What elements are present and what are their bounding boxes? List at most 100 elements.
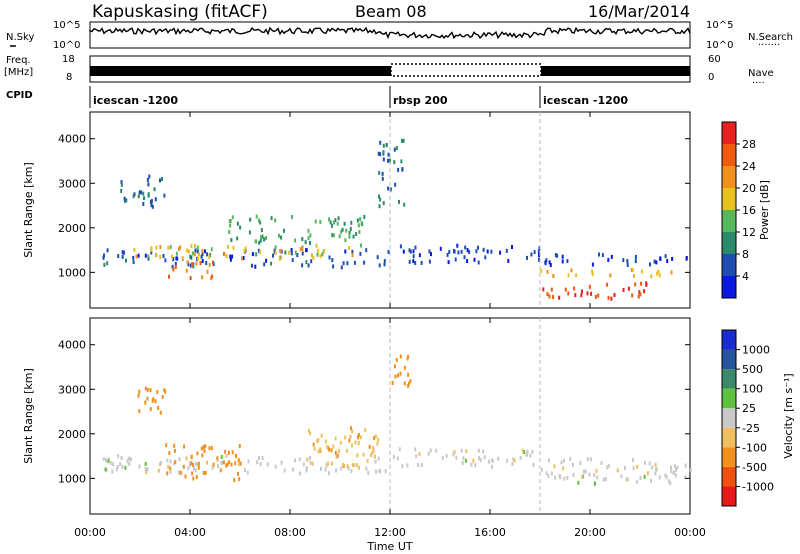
data-pixel <box>284 250 287 255</box>
ytick-label: 1000 <box>58 472 86 485</box>
data-pixel <box>157 406 160 410</box>
data-pixel <box>115 467 118 472</box>
data-pixel <box>153 187 156 192</box>
data-pixel <box>403 202 406 207</box>
data-pixel <box>590 291 593 296</box>
data-pixel <box>274 250 277 255</box>
data-pixel <box>640 269 643 274</box>
data-pixel <box>330 448 333 453</box>
data-pixel <box>633 274 635 278</box>
data-pixel <box>168 451 171 456</box>
data-pixel <box>321 252 324 257</box>
data-pixel <box>616 468 619 473</box>
data-pixel <box>265 236 267 240</box>
data-pixel <box>233 478 236 483</box>
data-pixel <box>339 440 342 445</box>
data-pixel <box>561 254 564 259</box>
data-pixel <box>329 220 332 225</box>
data-pixel <box>344 238 347 243</box>
data-pixel <box>259 462 262 467</box>
data-pixel <box>279 249 282 254</box>
freq-bar-2 <box>541 66 690 76</box>
data-pixel <box>291 258 294 263</box>
data-pixel <box>273 248 276 253</box>
colorbar-swatch <box>722 447 736 467</box>
data-pixel <box>399 371 402 376</box>
data-pixel <box>257 248 260 253</box>
data-pixel <box>260 235 263 240</box>
data-pixel <box>283 468 286 473</box>
data-pixel <box>452 249 455 253</box>
data-pixel <box>355 463 358 467</box>
colorbar-tick-label: 500 <box>742 363 763 376</box>
nsearch-dots: ······· <box>758 40 780 51</box>
data-pixel <box>483 455 486 460</box>
data-pixel <box>430 252 432 257</box>
data-pixel <box>600 461 603 466</box>
data-pixel <box>331 461 334 466</box>
data-pixel <box>381 171 384 176</box>
data-pixel <box>259 220 262 225</box>
data-pixel <box>538 257 540 262</box>
data-pixel <box>312 255 315 260</box>
data-pixel <box>125 258 127 263</box>
data-pixel <box>418 253 421 258</box>
data-pixel <box>328 217 330 222</box>
data-pixel <box>341 462 344 467</box>
data-pixel <box>196 462 198 467</box>
data-pixel <box>306 457 309 462</box>
data-pixel <box>348 233 351 238</box>
data-pixel <box>439 246 442 251</box>
date-title: 16/Mar/2014 <box>588 2 690 21</box>
data-pixel <box>521 448 524 453</box>
data-pixel <box>634 282 637 287</box>
data-pixel <box>151 398 154 403</box>
data-pixel <box>194 468 197 473</box>
data-pixel <box>383 262 386 267</box>
data-pixel <box>193 244 196 248</box>
data-pixel <box>337 216 340 221</box>
data-pixel <box>382 201 385 206</box>
data-pixel <box>235 454 237 458</box>
data-pixel <box>350 443 353 448</box>
data-pixel <box>231 254 234 259</box>
data-pixel <box>429 448 432 453</box>
data-pixel <box>187 249 190 254</box>
data-pixel <box>133 248 136 252</box>
data-pixel <box>192 462 194 467</box>
data-pixel <box>224 449 227 454</box>
data-pixel <box>120 455 123 460</box>
data-pixel <box>263 262 266 267</box>
data-pixel <box>241 256 243 261</box>
data-pixel <box>174 261 177 266</box>
data-pixel <box>192 476 195 481</box>
data-pixel <box>670 270 673 275</box>
data-pixel <box>350 469 353 474</box>
data-pixel <box>379 152 382 157</box>
data-pixel <box>457 250 460 255</box>
data-pixel <box>190 244 193 249</box>
data-pixel <box>379 197 382 202</box>
nave-label: Nave <box>748 68 774 79</box>
data-pixel <box>609 273 612 278</box>
data-pixel <box>201 453 204 458</box>
data-pixel <box>506 458 509 463</box>
data-pixel <box>486 249 489 254</box>
data-pixel <box>657 269 660 274</box>
data-pixel <box>377 456 380 461</box>
data-pixel <box>606 465 609 470</box>
data-pixel <box>362 452 365 457</box>
data-pixel <box>665 475 668 480</box>
data-pixel <box>373 436 376 441</box>
data-pixel <box>591 272 594 277</box>
data-pixel <box>545 471 548 476</box>
data-pixel <box>187 262 190 267</box>
data-pixel <box>513 458 516 463</box>
nave-tick-top: 60 <box>708 54 721 65</box>
data-pixel <box>150 250 153 255</box>
data-pixel <box>123 196 126 201</box>
data-pixel <box>351 249 354 254</box>
data-pixel <box>210 247 213 252</box>
data-pixel <box>477 448 480 453</box>
data-pixel <box>208 263 211 267</box>
